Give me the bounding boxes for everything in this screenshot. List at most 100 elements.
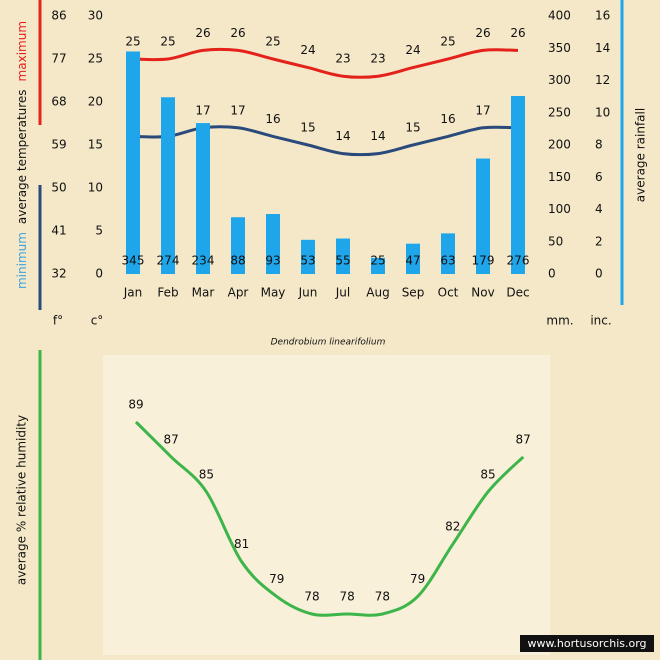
- temp-label: 26: [230, 26, 245, 40]
- rain-bar: [126, 51, 140, 274]
- humidity-label: 87: [164, 432, 179, 446]
- humidity-label: 87: [516, 432, 531, 446]
- x-tick-label: Jul: [335, 286, 350, 300]
- tick-label: 150: [548, 170, 571, 184]
- rain-bar: [301, 239, 315, 274]
- x-tick-label: Jan: [123, 286, 143, 300]
- rain-label: 25: [370, 254, 385, 268]
- tick-label: 200: [548, 138, 571, 152]
- rain-label: 88: [230, 254, 245, 268]
- tick-label: 41: [51, 224, 66, 238]
- temp-label: 24: [405, 43, 420, 57]
- temp-label: 16: [440, 112, 455, 126]
- rain-axis-label: average rainfall: [634, 108, 648, 202]
- tick-label: 25: [88, 52, 103, 66]
- tick-label: 300: [548, 73, 571, 87]
- tick-label: 86: [51, 9, 66, 23]
- temp-label: 14: [370, 129, 385, 143]
- rain-bar: [476, 158, 490, 274]
- rain-bar: [266, 214, 280, 274]
- rain-label: 47: [405, 254, 420, 268]
- min-label: minimum: [15, 232, 29, 289]
- rain-bar: [441, 233, 455, 274]
- temp-label: 23: [370, 52, 385, 66]
- tick-label: 8: [595, 138, 603, 152]
- tick-label: 0: [548, 267, 556, 281]
- x-tick-label: Mar: [192, 286, 215, 300]
- avg-temp-label: average temperatures: [15, 89, 29, 224]
- temp-label: 15: [300, 121, 315, 135]
- rain-bar: [511, 95, 525, 274]
- rain-label: 53: [300, 254, 315, 268]
- x-tick-label: Dec: [506, 286, 529, 300]
- x-tick-label: Apr: [228, 286, 249, 300]
- rain-label: 345: [122, 254, 145, 268]
- tick-label: 50: [548, 234, 563, 248]
- tick-label: 10: [88, 181, 103, 195]
- humidity-label: 78: [375, 590, 390, 604]
- tick-label: 15: [88, 138, 103, 152]
- humidity-line: [134, 420, 525, 617]
- humidity-label: 85: [199, 467, 214, 481]
- rain-bar: [371, 257, 385, 274]
- inch-unit: inc.: [590, 314, 611, 328]
- humidity-label: 79: [410, 572, 425, 586]
- temp-label: 14: [335, 129, 350, 143]
- rain-label: 234: [192, 254, 215, 268]
- tick-label: 5: [95, 224, 103, 238]
- x-tick-label: Jun: [298, 286, 318, 300]
- x-tick-label: May: [261, 286, 286, 300]
- temp-label: 26: [195, 26, 210, 40]
- tick-label: 59: [51, 138, 66, 152]
- rain-label: 276: [507, 254, 530, 268]
- tick-label: 400: [548, 9, 571, 23]
- x-tick-label: Aug: [366, 286, 389, 300]
- humidity-panel: [103, 355, 550, 655]
- tick-label: 0: [95, 267, 103, 281]
- humidity-label: 78: [304, 590, 319, 604]
- humidity-label: 78: [340, 590, 355, 604]
- rain-bar: [161, 97, 175, 275]
- temp-label: 25: [125, 35, 140, 49]
- watermark-box: [520, 635, 654, 652]
- humidity-axis-label: average % relative humidity: [15, 415, 29, 585]
- tick-label: 350: [548, 41, 571, 55]
- max-label: maximum: [15, 21, 29, 81]
- tick-label: 68: [51, 95, 66, 109]
- tick-label: 77: [51, 52, 66, 66]
- temp-label: 26: [475, 26, 490, 40]
- humidity-label: 85: [480, 467, 495, 481]
- temp-label: 25: [265, 35, 280, 49]
- watermark: www.hortusorchis.org: [527, 637, 646, 650]
- humidity-label: 82: [445, 520, 460, 534]
- fahrenheit-unit: f°: [53, 314, 63, 328]
- rain-bar: [406, 243, 420, 274]
- tick-label: 0: [595, 267, 603, 281]
- tick-label: 16: [595, 9, 610, 23]
- tick-label: 100: [548, 202, 571, 216]
- subtitle: Dendrobium linearifolium: [271, 338, 386, 348]
- tick-label: 32: [51, 267, 66, 281]
- rain-bar: [196, 123, 210, 274]
- humidity-label: 89: [128, 398, 143, 412]
- temp-label: 16: [265, 112, 280, 126]
- temp-label: 15: [405, 121, 420, 135]
- rain-label: 63: [440, 254, 455, 268]
- tick-label: 2: [595, 234, 603, 248]
- rain-label: 93: [265, 254, 280, 268]
- tick-label: 12: [595, 73, 610, 87]
- tick-label: 30: [88, 9, 103, 23]
- rain-label: 179: [472, 254, 495, 268]
- temp-label: 23: [335, 52, 350, 66]
- temp-line: [132, 47, 519, 79]
- temp-label: 26: [510, 26, 525, 40]
- temperature-axis-label: minimum average temperatures maximum: [15, 21, 29, 289]
- x-tick-label: Oct: [438, 286, 459, 300]
- tick-label: 20: [88, 95, 103, 109]
- humidity-label: 81: [234, 537, 249, 551]
- temp-label: 17: [475, 103, 490, 117]
- temp-label: 17: [230, 103, 245, 117]
- tick-label: 6: [595, 170, 603, 184]
- x-tick-label: Sep: [402, 286, 425, 300]
